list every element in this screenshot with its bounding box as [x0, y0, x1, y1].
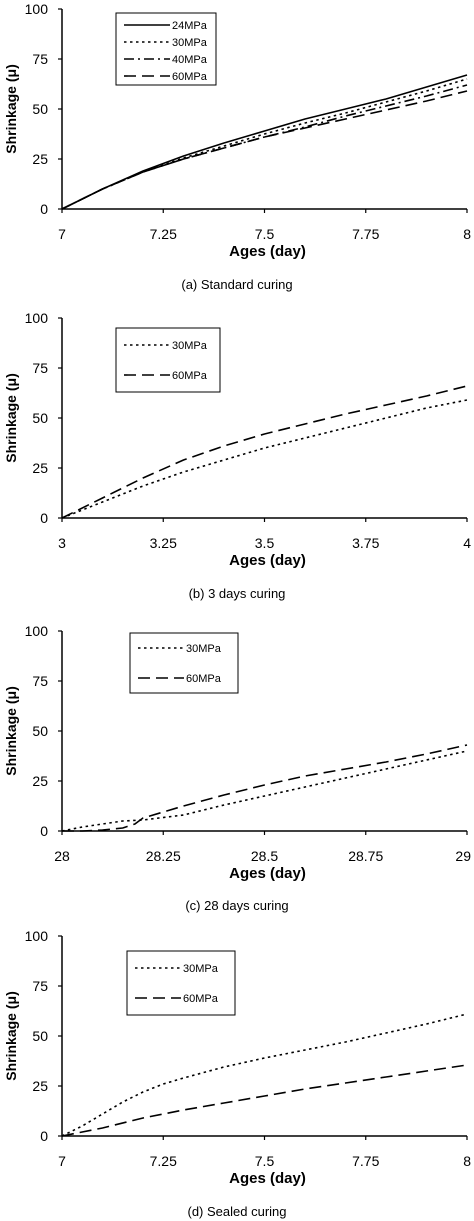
x-tick-label: 29 — [455, 848, 471, 864]
legend: 30MPa 60MPa — [126, 950, 236, 1016]
figure-caption: (b) 3 days curing — [189, 586, 286, 601]
figure-caption: (d) Sealed curing — [188, 1204, 287, 1219]
x-axis-label: Ages (day) — [229, 865, 306, 882]
x-tick-label: 8 — [463, 1153, 471, 1169]
x-tick-label: 7.75 — [352, 226, 379, 242]
legend-label: 40MPa — [172, 54, 208, 66]
x-axis-label: Ages (day) — [229, 1170, 306, 1187]
chart-panel: 0 25 50 75 100 28 28.25 28.5 28.75 29 Ages (day) Sh… — [3, 623, 471, 913]
x-tick-label: 4 — [463, 535, 471, 551]
y-tick-label: 75 — [32, 51, 48, 67]
series-line-30mpa — [61, 399, 468, 519]
x-tick-label: 3 — [58, 535, 66, 551]
chart-panel: 0 25 50 75 100 3 3.25 3.5 3.75 4 Ages (day) Shrinka… — [3, 310, 471, 601]
series-line-40mpa — [61, 84, 468, 210]
x-tick-label: 3.25 — [150, 535, 177, 551]
series-line-60mpa — [61, 90, 468, 210]
x-axis-label: Ages (day) — [229, 552, 306, 569]
x-tick-label: 28.75 — [348, 848, 383, 864]
y-axis-label: Shrinkage (μ) — [3, 373, 19, 462]
x-axis-label: Ages (day) — [229, 243, 306, 260]
x-tick-label: 7.25 — [150, 1153, 177, 1169]
legend-label: 30MPa — [172, 340, 208, 352]
chart-panel: 0 25 50 75 100 7 7.25 7.5 7.75 8 Ages (day) Shrinka… — [3, 1, 471, 292]
series-line-60mpa — [61, 1064, 468, 1137]
y-axis-label: Shrinkage (μ) — [3, 686, 19, 775]
y-tick-label: 0 — [40, 201, 48, 217]
y-tick-label: 75 — [32, 360, 48, 376]
y-tick-label: 100 — [25, 928, 49, 944]
legend-label: 60MPa — [186, 673, 222, 685]
x-tick-label: 3.75 — [352, 535, 379, 551]
y-tick-label: 75 — [32, 978, 48, 994]
y-tick-label: 100 — [25, 623, 49, 639]
series-line-60mpa — [61, 385, 468, 519]
y-tick-label: 0 — [40, 823, 48, 839]
x-tick-label: 28.5 — [251, 848, 278, 864]
series-line-60mpa — [62, 744, 468, 832]
y-tick-label: 25 — [32, 151, 48, 167]
legend-box — [129, 632, 239, 694]
x-tick-label: 7 — [58, 1153, 66, 1169]
legend: 30MPa 60MPa — [115, 327, 221, 393]
chart-panel: 0 25 50 75 100 7 7.25 7.5 7.75 8 Ages (day) Shrinka… — [3, 928, 471, 1219]
legend-label: 30MPa — [172, 37, 208, 49]
y-axis-label: Shrinkage (μ) — [3, 991, 19, 1080]
x-tick-label: 28 — [54, 848, 70, 864]
y-tick-label: 75 — [32, 673, 48, 689]
legend: 30MPa 60MPa — [129, 632, 239, 694]
x-tick-label: 8 — [463, 226, 471, 242]
y-tick-label: 100 — [25, 1, 49, 17]
x-tick-label: 7.25 — [150, 226, 177, 242]
x-tick-label: 28.25 — [146, 848, 181, 864]
legend-box — [126, 950, 236, 1016]
y-tick-label: 50 — [32, 101, 48, 117]
legend-label: 30MPa — [183, 963, 219, 975]
legend: 24MPa 30MPa 40MPa 60MPa — [115, 12, 217, 86]
legend-label: 60MPa — [172, 71, 208, 83]
y-tick-label: 0 — [40, 510, 48, 526]
y-tick-label: 25 — [32, 1078, 48, 1094]
x-tick-label: 3.5 — [255, 535, 275, 551]
series-line-30mpa — [61, 1013, 468, 1137]
y-axis-label: Shrinkage (μ) — [3, 64, 19, 153]
x-tick-label: 7 — [58, 226, 66, 242]
x-tick-label: 7.5 — [255, 226, 275, 242]
series-line-30mpa — [61, 78, 468, 210]
y-tick-label: 50 — [32, 1028, 48, 1044]
figure-caption: (a) Standard curing — [181, 277, 292, 292]
legend-label: 30MPa — [186, 643, 222, 655]
legend-label: 60MPa — [172, 370, 208, 382]
y-tick-label: 50 — [32, 410, 48, 426]
legend-label: 60MPa — [183, 993, 219, 1005]
series-line-30mpa — [61, 750, 468, 832]
figure-caption: (c) 28 days curing — [185, 898, 288, 913]
x-tick-label: 7.75 — [352, 1153, 379, 1169]
y-tick-label: 100 — [25, 310, 49, 326]
legend-label: 24MPa — [172, 20, 208, 32]
y-tick-label: 25 — [32, 460, 48, 476]
x-tick-label: 7.5 — [255, 1153, 275, 1169]
y-tick-label: 0 — [40, 1128, 48, 1144]
series-line-24mpa — [61, 74, 468, 210]
legend-box — [115, 327, 221, 393]
y-tick-label: 50 — [32, 723, 48, 739]
y-tick-label: 25 — [32, 773, 48, 789]
